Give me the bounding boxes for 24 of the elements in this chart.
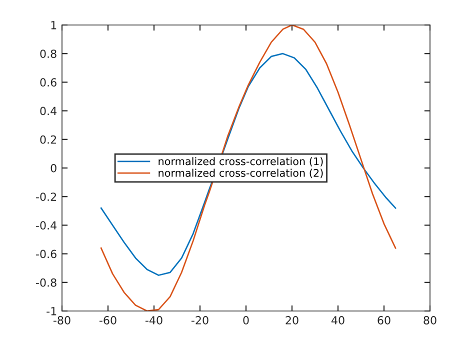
y-tick-label: -1 (46, 307, 56, 316)
y-tick-label: -0.4 (36, 221, 57, 230)
x-tick-label: 60 (378, 316, 390, 324)
y-tick-label: -0.6 (36, 250, 56, 258)
y-tick-label: -0.8 (36, 278, 56, 287)
y-tick-label: 0 (50, 164, 56, 172)
line-series (100, 25, 396, 311)
legend-label: normalized cross-correlation (2) (158, 168, 323, 178)
line-series (100, 52, 396, 276)
x-tick-label: 20 (286, 316, 298, 324)
x-tick-label: -60 (99, 316, 116, 324)
x-tick-label: -80 (53, 316, 70, 324)
y-tick-label: 0.8 (40, 50, 56, 58)
x-tick-label: 40 (331, 316, 344, 324)
x-tick-label: -40 (145, 316, 162, 324)
y-tick-label: -0.2 (36, 192, 56, 201)
x-tick-label: 0 (243, 316, 249, 324)
legend-label: normalized cross-correlation (1) (158, 157, 323, 166)
x-tick-label: -20 (191, 316, 208, 324)
y-tick-label: 0.2 (40, 135, 56, 144)
y-tick-label: 0.6 (40, 78, 56, 87)
x-tick-label: 80 (424, 316, 436, 324)
y-tick-label: 1 (51, 21, 56, 30)
y-tick-label: 0.4 (40, 106, 57, 116)
